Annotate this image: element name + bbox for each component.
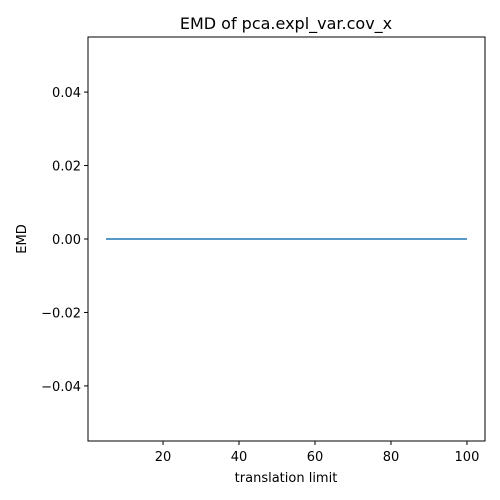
x-axis-label: translation limit [235, 471, 338, 486]
x-tick-label: 20 [155, 450, 172, 465]
y-tick-label: −0.02 [41, 306, 81, 321]
chart-title: EMD of pca.expl_var.cov_x [180, 14, 392, 34]
y-tick-label: 0.04 [52, 86, 81, 101]
x-tick-label: 60 [307, 450, 324, 465]
y-tick-label: 0.00 [52, 233, 81, 248]
x-axis-ticks: 20 40 60 80 100 [155, 441, 480, 465]
x-tick-label: 40 [231, 450, 248, 465]
y-tick-label: −0.04 [41, 380, 81, 395]
y-axis-label: EMD [15, 224, 30, 253]
x-tick-label: 80 [383, 450, 400, 465]
y-tick-label: 0.02 [52, 160, 81, 175]
y-axis-ticks: −0.04 −0.02 0.00 0.02 0.04 [41, 86, 88, 395]
x-tick-label: 100 [455, 450, 480, 465]
